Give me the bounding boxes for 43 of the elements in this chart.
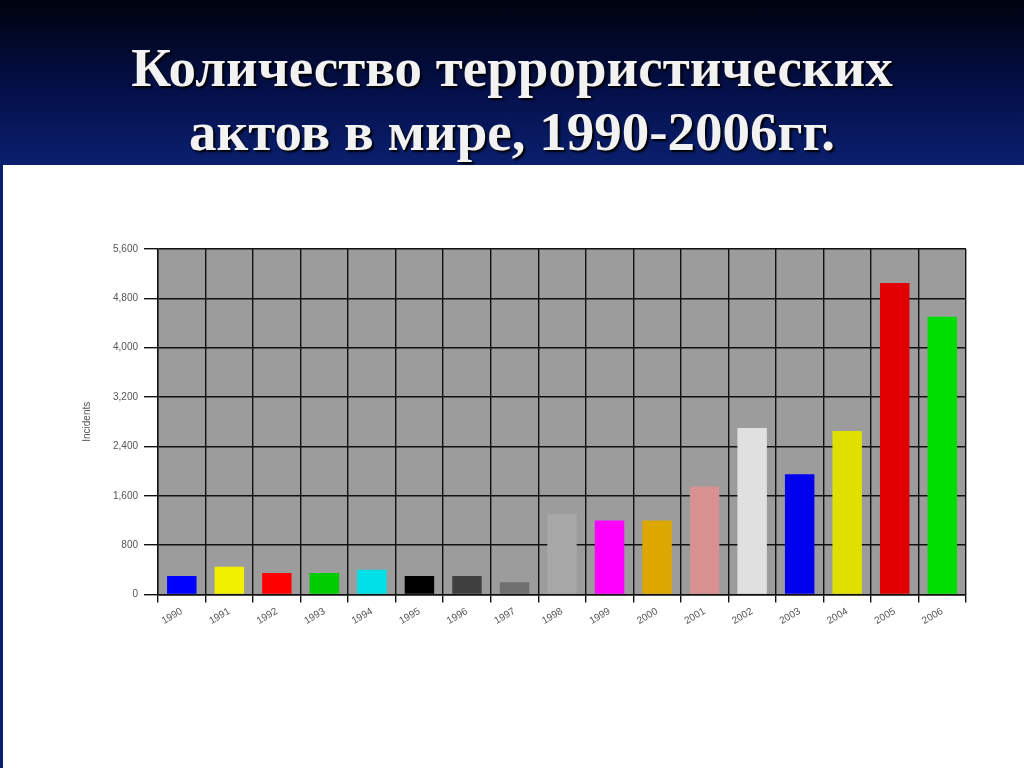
bar xyxy=(642,520,672,594)
x-tick-label: 1994 xyxy=(349,605,375,626)
x-tick-label: 1990 xyxy=(159,605,185,626)
bar xyxy=(689,486,720,594)
x-tick-label: 1993 xyxy=(302,605,328,626)
bar xyxy=(927,316,957,594)
bar xyxy=(404,575,435,594)
y-tick-label: 800 xyxy=(121,538,139,550)
x-tick-label: 2002 xyxy=(729,605,755,626)
bar xyxy=(879,282,910,594)
x-tick-label: 1991 xyxy=(206,605,233,626)
y-axis-title: Incidents xyxy=(80,401,92,442)
bar xyxy=(499,582,530,594)
bar xyxy=(832,431,862,594)
bar xyxy=(737,427,767,594)
bar xyxy=(452,575,482,594)
y-tick-label: 5,600 xyxy=(112,242,139,254)
x-tick-label: 2004 xyxy=(824,605,850,626)
x-tick-label: 2003 xyxy=(777,605,803,626)
y-tick-label: 4,800 xyxy=(112,292,139,304)
x-tick-label: 1998 xyxy=(539,605,565,626)
x-tick-label: 1992 xyxy=(254,605,280,626)
y-tick-label: 2,400 xyxy=(112,440,139,452)
x-tick-label: 2000 xyxy=(634,605,660,626)
x-tick-label: 2006 xyxy=(919,605,945,626)
bar xyxy=(784,474,815,594)
x-tick-label: 1995 xyxy=(397,605,423,626)
y-tick-label: 3,200 xyxy=(112,390,139,402)
x-tick-label: 1997 xyxy=(492,605,518,626)
bar xyxy=(309,572,340,594)
y-tick-label: 4,000 xyxy=(112,341,139,353)
bar xyxy=(167,575,197,594)
chart-title: Количество террористических актов в мире, 1990-2006гг. xyxy=(130,36,894,164)
bar xyxy=(262,572,292,594)
x-tick-label: 1999 xyxy=(587,605,613,626)
y-tick-label: 1,600 xyxy=(112,489,139,501)
bar xyxy=(214,566,245,594)
x-tick-label: 2001 xyxy=(682,605,708,626)
y-tick-label: 0 xyxy=(132,588,139,600)
bar xyxy=(357,569,387,594)
bar xyxy=(594,520,625,594)
x-tick-label: 1996 xyxy=(444,605,470,626)
x-tick-label: 2005 xyxy=(872,605,898,626)
